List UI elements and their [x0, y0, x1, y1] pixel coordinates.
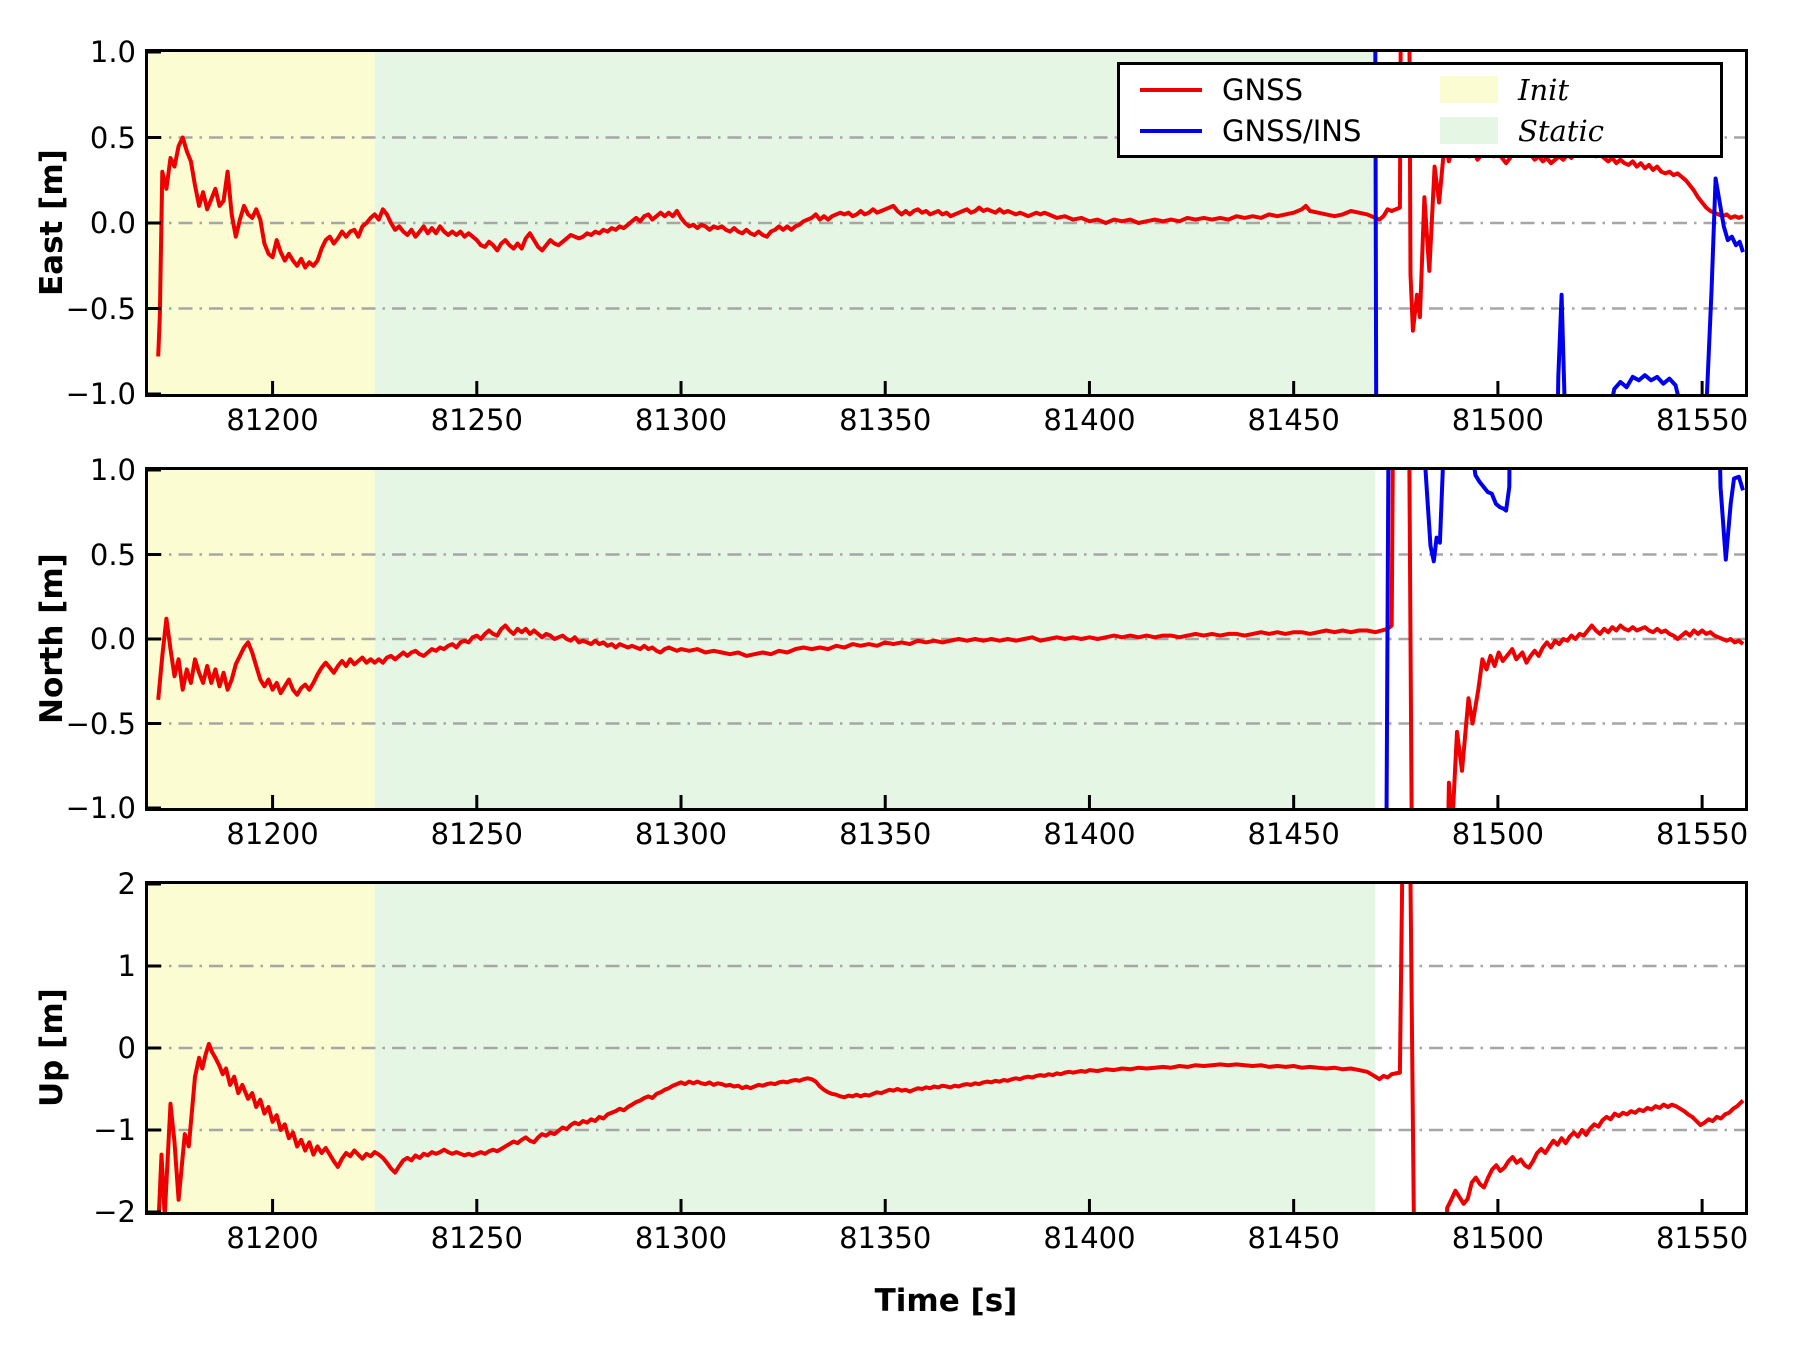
y-tick-label: −2: [93, 1195, 136, 1229]
region-static: [374, 884, 1376, 1212]
x-tick-label: 81550: [1655, 817, 1749, 851]
x-tick-label: 81300: [634, 403, 728, 437]
y-tick-label: −1.0: [65, 377, 136, 411]
gnss-line: [156, 470, 1745, 808]
x-tick-label: 81400: [1043, 403, 1136, 437]
y-tick-label: 1: [117, 949, 136, 983]
subplot-up-plot-area: [145, 881, 1748, 1215]
legend-entry-static: Static: [1440, 114, 1706, 148]
x-tick-label: 81200: [226, 817, 319, 851]
subplot-north-plot-area: [145, 467, 1748, 811]
static-patch-swatch: [1440, 117, 1498, 144]
x-tick-label: 81400: [1043, 817, 1136, 851]
gnss-ins-line: [1373, 52, 1745, 394]
legend-label-init: Init: [1518, 72, 1570, 107]
x-tick-label: 81250: [430, 403, 523, 437]
x-tick-label: 81550: [1655, 403, 1749, 437]
y-tick-label: 1.0: [89, 35, 136, 69]
x-tick-label: 81450: [1247, 403, 1340, 437]
x-tick-label: 81500: [1451, 403, 1545, 437]
gnss-ins-line: [1384, 470, 1745, 808]
gnss-ins-line-swatch: [1140, 128, 1202, 133]
x-tick-label: 81500: [1451, 817, 1545, 851]
y-tick-label: −0.5: [65, 291, 136, 326]
x-tick-label: 81350: [839, 817, 932, 851]
legend-label-gnss: GNSS: [1222, 72, 1303, 107]
x-tick-label: 81250: [430, 817, 523, 851]
x-tick-label: 81350: [839, 403, 932, 437]
x-tick-label: 81300: [634, 1221, 728, 1255]
y-tick-label: −0.5: [65, 706, 136, 741]
x-tick-label: 81450: [1247, 1221, 1340, 1255]
y-tick-label: 1.0: [89, 453, 136, 487]
time-axis-label: Time [s]: [874, 1283, 1018, 1319]
x-tick-label: 81350: [839, 1221, 932, 1255]
y-tick-label: −1: [93, 1113, 136, 1147]
y-tick-label: 0.0: [89, 622, 136, 656]
x-tick-label: 81400: [1043, 1221, 1136, 1255]
x-tick-label: 81450: [1247, 817, 1340, 851]
x-tick-label: 81200: [226, 403, 319, 437]
legend-entry-gnss-ins: GNSS/INS: [1140, 114, 1440, 148]
y-tick-label: 2: [117, 867, 136, 901]
legend-label-gnss-ins: GNSS/INS: [1222, 113, 1362, 148]
x-tick-label: 81550: [1655, 1221, 1749, 1255]
gnss-line: [156, 52, 1744, 357]
y-tick-label: −1.0: [65, 791, 136, 825]
init-patch-swatch: [1440, 76, 1498, 103]
legend-entry-init: Init: [1440, 73, 1706, 107]
y-tick-label: 0: [117, 1031, 136, 1065]
x-tick-label: 81200: [226, 1221, 319, 1255]
gnss-line: [156, 884, 1745, 1212]
gnss-line-swatch: [1140, 87, 1202, 92]
x-tick-label: 81250: [430, 1221, 523, 1255]
legend: GNSS GNSS/INS Init Static: [1117, 62, 1723, 158]
legend-label-static: Static: [1518, 113, 1604, 148]
y-tick-label: 0.5: [89, 537, 136, 572]
y-tick-label: 0.5: [89, 120, 136, 155]
x-tick-label: 81300: [634, 817, 728, 851]
x-tick-label: 81500: [1451, 1221, 1545, 1255]
y-tick-label: 0.0: [89, 206, 136, 240]
legend-entry-gnss: GNSS: [1140, 73, 1440, 107]
